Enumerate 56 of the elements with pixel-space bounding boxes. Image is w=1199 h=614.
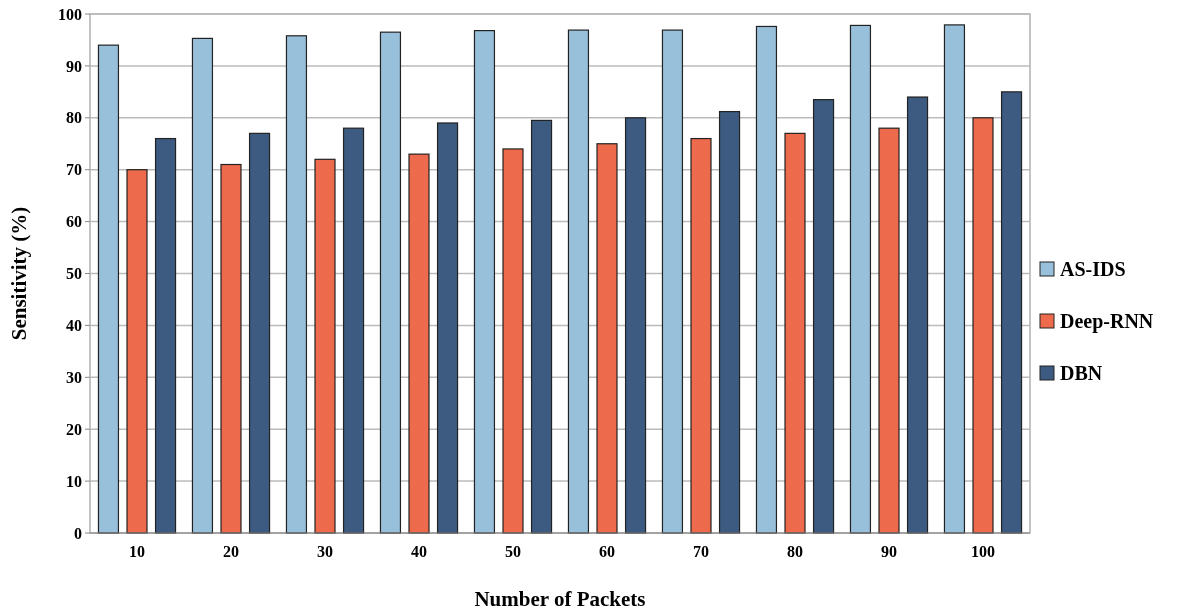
y-tick-label: 100 — [58, 5, 82, 23]
x-axis-title: Number of Packets — [474, 587, 646, 611]
bar — [1000, 91, 1023, 534]
bar — [97, 44, 120, 534]
legend-label: AS-IDS — [1060, 258, 1126, 280]
x-tick-label: 50 — [505, 543, 521, 560]
bar — [943, 24, 966, 534]
y-tick-label: 20 — [66, 420, 82, 438]
bar — [248, 132, 271, 534]
bar — [220, 163, 242, 534]
bar — [906, 96, 929, 534]
y-tick-label: 40 — [66, 317, 82, 334]
x-tick-label: 40 — [411, 543, 427, 560]
bar — [342, 127, 365, 534]
x-tick-label: 100 — [971, 543, 995, 560]
bar — [718, 110, 741, 534]
y-tick-label: 80 — [66, 109, 82, 127]
x-tick-label: 20 — [223, 543, 239, 560]
bar — [314, 158, 336, 534]
x-tick-label: 70 — [693, 543, 709, 560]
bar — [436, 122, 459, 534]
bar — [690, 137, 712, 534]
y-tick-label: 10 — [66, 472, 82, 490]
y-axis-title: Sensitivity (%) — [7, 206, 31, 341]
legend-label: Deep-RNN — [1060, 310, 1154, 333]
bar — [379, 31, 402, 534]
bar — [191, 37, 214, 534]
bar — [530, 119, 553, 534]
x-tick-label: 30 — [317, 543, 333, 560]
x-tick-label: 80 — [787, 543, 803, 560]
y-tick-label: 0 — [74, 524, 82, 542]
x-tick-label: 10 — [129, 543, 145, 560]
bar — [624, 117, 647, 534]
bar — [154, 137, 177, 534]
bar — [126, 169, 148, 534]
y-tick-label: 90 — [66, 57, 82, 75]
y-tick-label: 30 — [66, 368, 82, 386]
x-tick-label: 60 — [599, 543, 615, 560]
x-tick-label: 90 — [881, 543, 897, 560]
bar — [596, 143, 618, 534]
bar — [473, 30, 496, 534]
y-tick-label: 70 — [66, 161, 82, 179]
bar — [755, 25, 778, 534]
bar — [285, 35, 308, 534]
bar — [784, 132, 806, 534]
bar — [972, 117, 994, 534]
bar — [567, 29, 590, 534]
legend-label: DBN — [1060, 362, 1103, 384]
bar — [661, 29, 684, 534]
bar — [408, 153, 430, 534]
bar — [849, 24, 872, 534]
bar — [878, 127, 900, 534]
bar — [812, 99, 835, 534]
bar — [502, 148, 524, 534]
y-tick-label: 50 — [66, 265, 82, 283]
y-tick-label: 60 — [66, 213, 82, 231]
